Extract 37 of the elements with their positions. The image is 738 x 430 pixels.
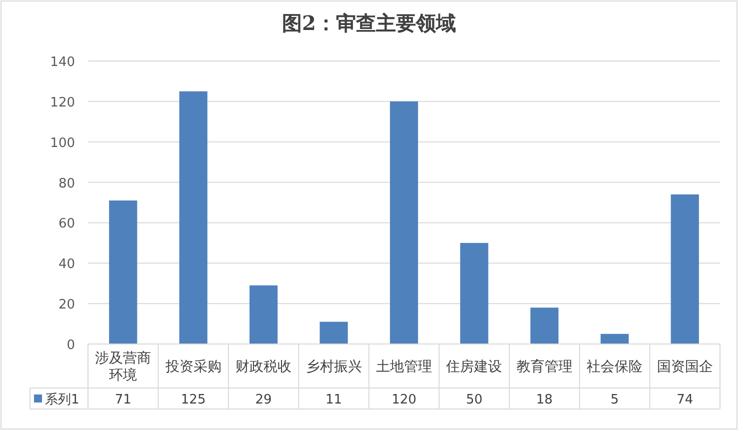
x-tick-label: 投资采购 — [164, 359, 222, 375]
y-tick-label: 100 — [50, 136, 75, 151]
legend-label: 系列1 — [45, 392, 80, 408]
data-label: 120 — [392, 392, 416, 408]
y-tick-label: 60 — [58, 216, 75, 232]
x-tick-label: 土地管理 — [376, 359, 432, 375]
data-label: 5 — [610, 392, 619, 408]
bar — [460, 242, 488, 344]
bar — [250, 285, 278, 344]
data-label: 71 — [114, 392, 132, 408]
data-label: 18 — [536, 392, 553, 408]
bar — [600, 334, 629, 344]
data-label: 11 — [326, 392, 342, 408]
x-tick-label: 国资国企 — [656, 359, 713, 375]
y-tick-label: 140 — [50, 55, 75, 70]
y-tick-label: 40 — [58, 257, 75, 272]
bar — [320, 322, 348, 344]
x-tick-label: 教育管理 — [516, 358, 572, 375]
bar — [179, 91, 208, 344]
data-label: 125 — [180, 392, 206, 408]
x-tick-label: 乡村振兴 — [306, 359, 362, 375]
y-tick-label: 80 — [58, 176, 75, 192]
x-tick-label: 社会保险 — [586, 359, 643, 375]
y-tick-label: 20 — [58, 298, 75, 313]
y-tick-label: 120 — [50, 95, 75, 110]
data-label: 74 — [676, 392, 694, 408]
bar — [109, 200, 138, 344]
bar — [530, 308, 558, 344]
y-tick-label: 0 — [66, 338, 75, 353]
x-tick-label: 住房建设 — [445, 359, 502, 375]
data-label: 50 — [466, 392, 482, 408]
title: 图2：审查主要领域 — [282, 11, 456, 35]
data-label: 29 — [255, 392, 272, 408]
x-tick-label: 涉及营商环境 — [95, 350, 152, 384]
bar — [390, 101, 418, 344]
bar — [670, 194, 699, 344]
x-tick-label: 财政税收 — [236, 359, 292, 375]
